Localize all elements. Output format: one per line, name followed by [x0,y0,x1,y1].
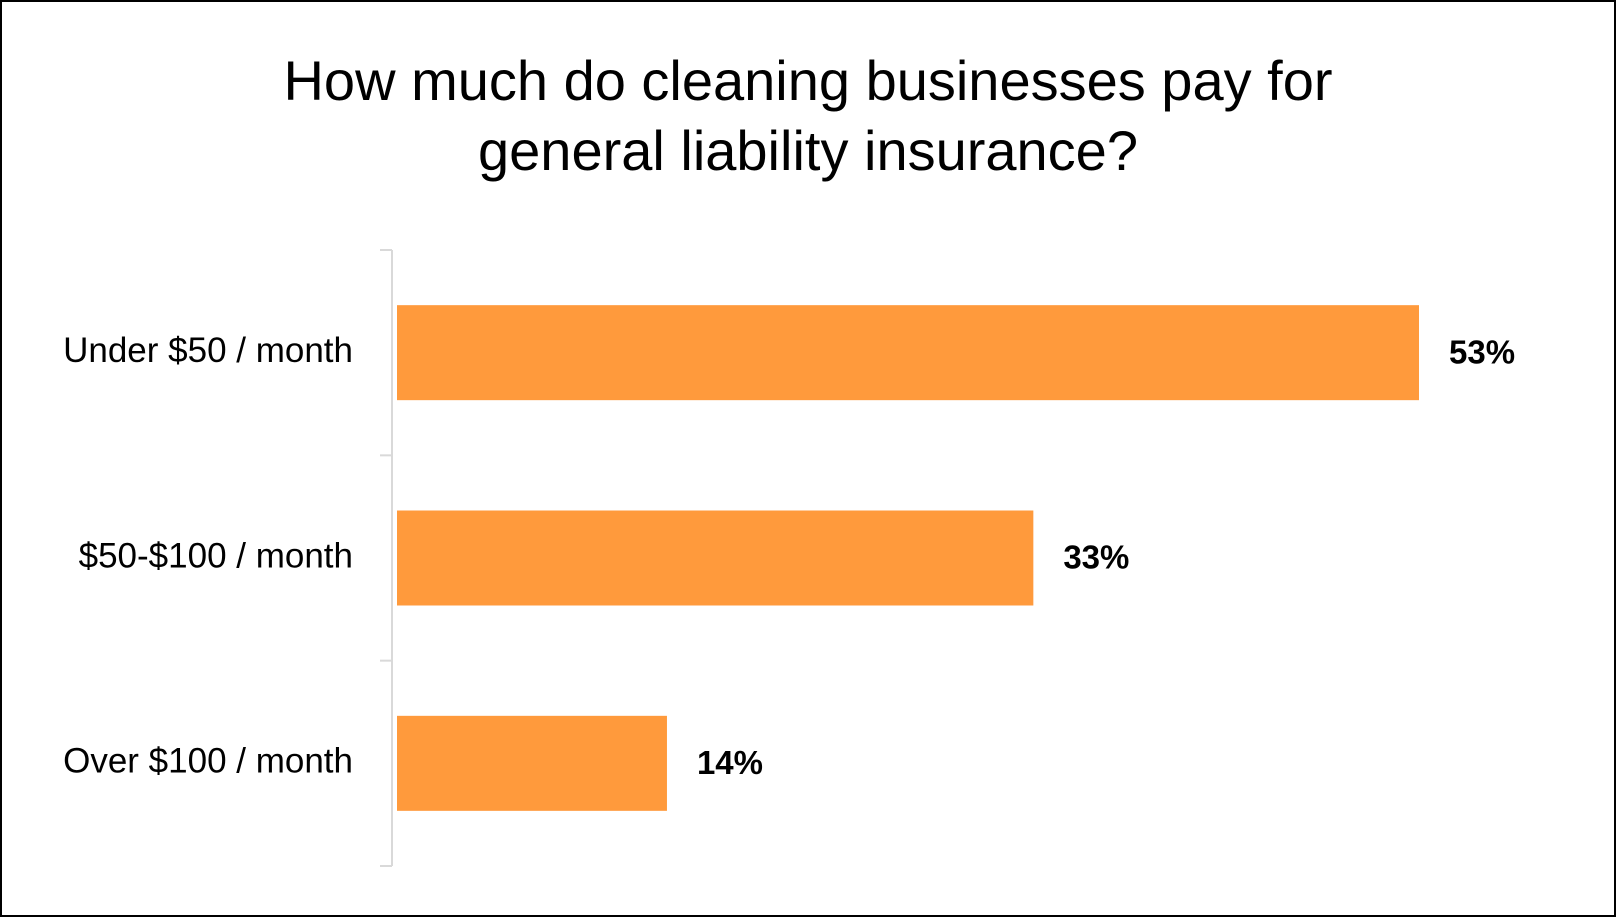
category-label: Under $50 / month [63,331,353,370]
bar [397,305,1419,401]
data-label: 33% [1063,539,1129,576]
category-label: $50-$100 / month [79,536,353,575]
data-label: 14% [697,744,763,781]
category-label: Over $100 / month [63,742,353,781]
chart-title-line-2: general liability insurance? [478,119,1138,182]
chart-title-line-1: How much do cleaning businesses pay for [283,49,1333,112]
bar [397,715,667,811]
chart-title: How much do cleaning businesses pay for … [2,46,1614,186]
data-label: 53% [1449,333,1515,370]
bar [397,510,1034,606]
